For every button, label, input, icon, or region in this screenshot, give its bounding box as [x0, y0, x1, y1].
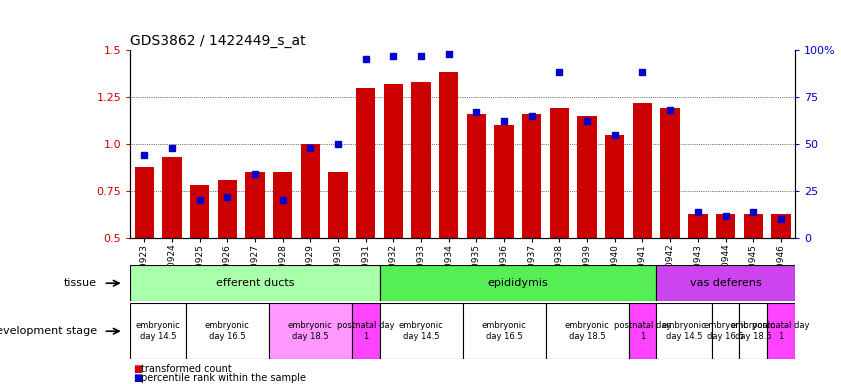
- Bar: [273, 172, 293, 238]
- Text: efferent ducts: efferent ducts: [215, 278, 294, 288]
- Bar: [439, 73, 458, 238]
- Bar: [411, 82, 431, 238]
- Text: embryonic
day 14.5: embryonic day 14.5: [135, 321, 181, 341]
- Bar: [606, 135, 625, 238]
- Bar: [352, 303, 379, 359]
- Bar: [300, 144, 320, 238]
- Bar: [660, 108, 680, 238]
- Bar: [578, 116, 597, 238]
- Bar: [190, 185, 209, 238]
- Bar: [379, 265, 656, 301]
- Bar: [522, 114, 542, 238]
- Bar: [328, 172, 347, 238]
- Bar: [716, 214, 735, 238]
- Bar: [162, 157, 182, 238]
- Bar: [186, 303, 269, 359]
- Bar: [218, 180, 237, 238]
- Bar: [463, 303, 546, 359]
- Bar: [467, 114, 486, 238]
- Bar: [379, 303, 463, 359]
- Bar: [130, 303, 186, 359]
- Bar: [356, 88, 375, 238]
- Text: embryonic
day 14.5: embryonic day 14.5: [662, 321, 706, 341]
- Bar: [246, 172, 265, 238]
- Text: vas deferens: vas deferens: [690, 278, 761, 288]
- Text: embryonic
day 18.5: embryonic day 18.5: [288, 321, 333, 341]
- Bar: [130, 265, 379, 301]
- Bar: [135, 167, 154, 238]
- Bar: [771, 214, 791, 238]
- Text: embryonic
day 16.5: embryonic day 16.5: [703, 321, 748, 341]
- Bar: [739, 303, 767, 359]
- Text: embryonic
day 18.5: embryonic day 18.5: [565, 321, 610, 341]
- Text: embryonic
day 18.5: embryonic day 18.5: [731, 321, 775, 341]
- Text: postnatal day
1: postnatal day 1: [614, 321, 671, 341]
- Bar: [656, 303, 711, 359]
- Text: epididymis: epididymis: [488, 278, 548, 288]
- Text: embryonic
day 14.5: embryonic day 14.5: [399, 321, 443, 341]
- Bar: [688, 214, 707, 238]
- Text: embryonic
day 16.5: embryonic day 16.5: [205, 321, 250, 341]
- Bar: [628, 303, 656, 359]
- Bar: [632, 103, 652, 238]
- Text: transformed count: transformed count: [141, 364, 232, 374]
- Bar: [383, 84, 403, 238]
- Text: percentile rank within the sample: percentile rank within the sample: [141, 373, 306, 383]
- Text: postnatal day
1: postnatal day 1: [337, 321, 394, 341]
- Bar: [269, 303, 352, 359]
- Bar: [546, 303, 628, 359]
- Bar: [656, 265, 795, 301]
- Bar: [495, 125, 514, 238]
- Text: ■: ■: [133, 364, 142, 374]
- Text: development stage: development stage: [0, 326, 97, 336]
- Bar: [767, 303, 795, 359]
- Text: postnatal day
1: postnatal day 1: [752, 321, 810, 341]
- Text: embryonic
day 16.5: embryonic day 16.5: [482, 321, 526, 341]
- Bar: [550, 108, 569, 238]
- Bar: [743, 214, 763, 238]
- Text: ■: ■: [133, 373, 142, 383]
- Bar: [711, 303, 739, 359]
- Text: tissue: tissue: [64, 278, 97, 288]
- Text: GDS3862 / 1422449_s_at: GDS3862 / 1422449_s_at: [130, 33, 306, 48]
